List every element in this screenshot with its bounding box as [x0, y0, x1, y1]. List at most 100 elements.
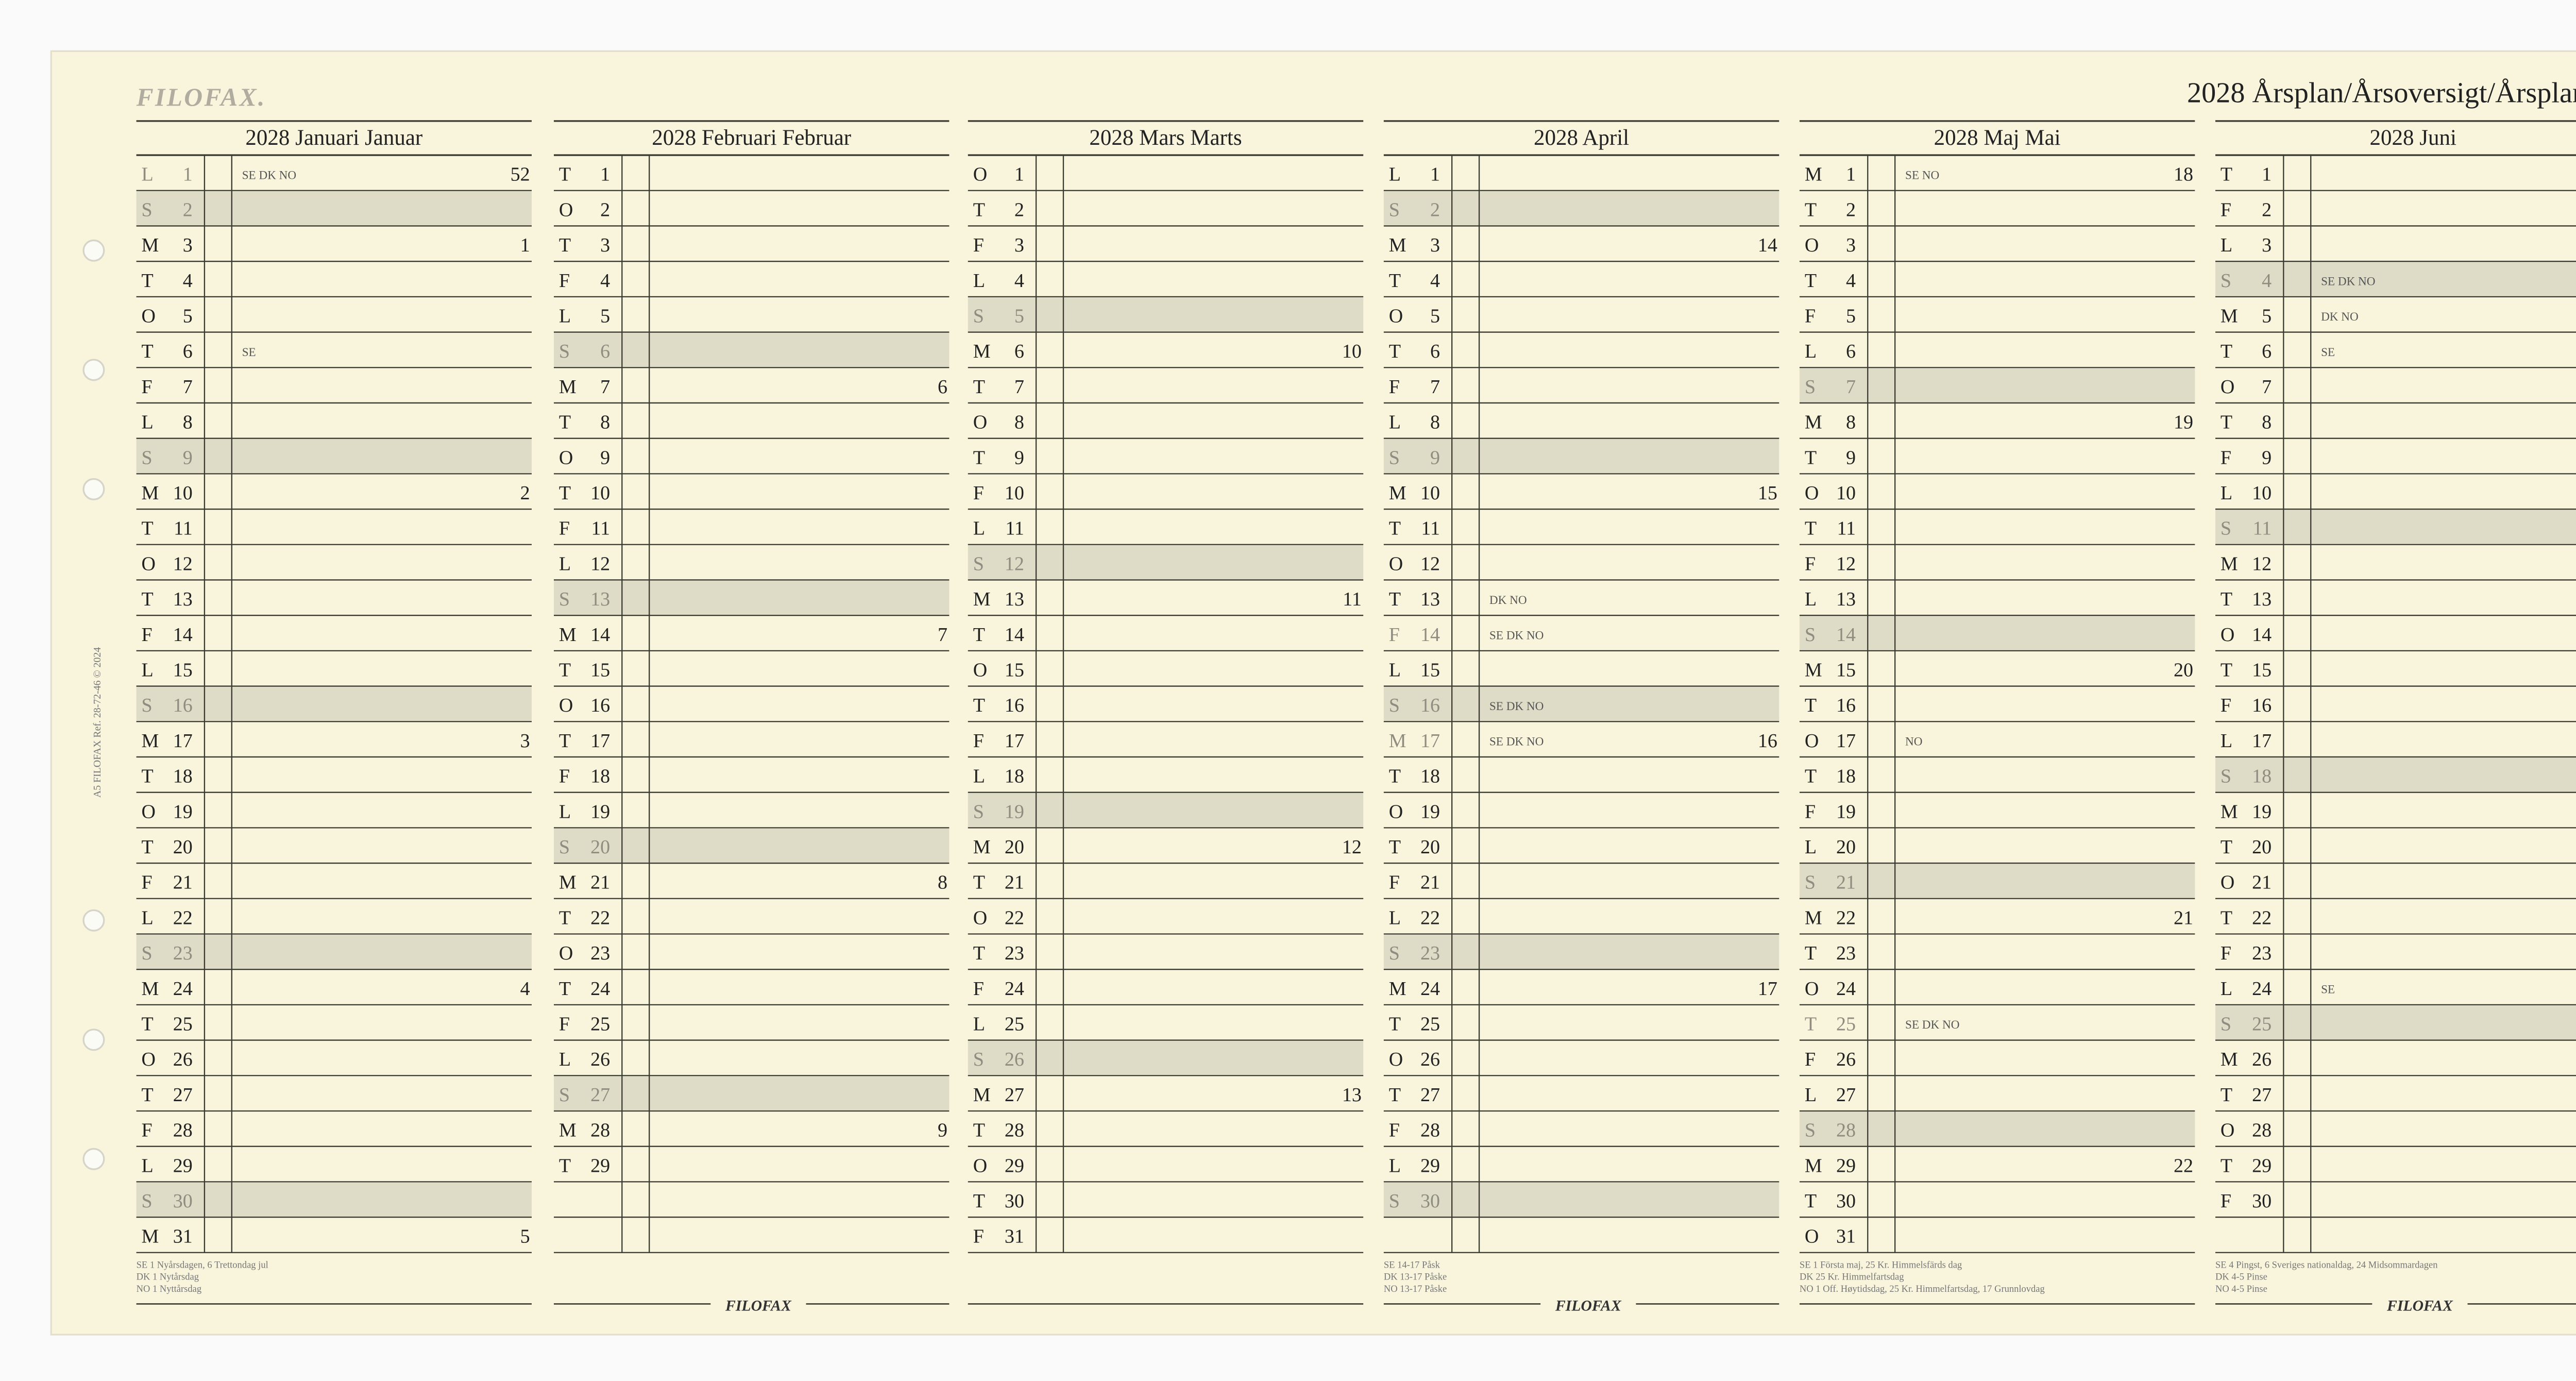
footnote: DK 25 Kr. Himmelfartsdag: [1800, 1272, 1904, 1283]
day-number: 10: [2252, 482, 2272, 504]
weekday: O: [973, 1155, 987, 1176]
day-number: 1: [1014, 164, 1024, 186]
week-number: 13: [1342, 1084, 1362, 1106]
weekday: S: [142, 199, 152, 221]
weekday: O: [973, 659, 987, 681]
weekday: L: [2221, 482, 2232, 504]
day-number: 8: [183, 412, 193, 433]
day-number: 4: [2262, 270, 2272, 292]
weekday: T: [973, 872, 985, 894]
weekday: M: [1389, 730, 1406, 752]
day-number: 23: [173, 942, 193, 964]
day-number: 20: [173, 836, 193, 858]
hole: [82, 239, 105, 262]
week-number: 10: [1342, 341, 1362, 362]
weekday: F: [1389, 872, 1400, 894]
day-number: 21: [590, 872, 610, 894]
day-number: 11: [174, 518, 193, 540]
weekday: T: [142, 270, 154, 292]
weekend-shade: [1799, 1111, 2195, 1146]
day-number: 20: [1420, 836, 1440, 858]
weekday: M: [142, 1226, 159, 1248]
holiday-note: DK NO: [1489, 594, 1527, 607]
holiday-note: SE DK NO: [1489, 629, 1544, 642]
holiday-note: SE DK NO: [1489, 735, 1544, 749]
weekday: O: [1389, 801, 1403, 822]
day-number: 21: [1420, 872, 1440, 894]
weekday: M: [142, 730, 159, 752]
day-number: 19: [1836, 801, 1856, 822]
footnote: NO 13-17 Påske: [1384, 1284, 1447, 1294]
day-number: 28: [590, 1120, 610, 1141]
weekday: O: [2221, 872, 2234, 894]
weekday: L: [559, 553, 571, 575]
weekday: L: [1805, 341, 1817, 362]
weekday: S: [2221, 766, 2231, 787]
day-number: 26: [590, 1049, 610, 1070]
day-number: 18: [590, 766, 610, 787]
weekday: T: [142, 341, 154, 362]
weekend-shade: [1383, 439, 1780, 473]
day-number: 27: [1836, 1084, 1856, 1106]
weekday: L: [559, 305, 571, 327]
day-number: 29: [1836, 1155, 1856, 1176]
weekday: F: [1389, 376, 1400, 398]
day-number: 5: [2262, 305, 2272, 327]
weekday: T: [142, 1084, 154, 1106]
weekday: M: [973, 588, 991, 610]
weekday: T: [973, 942, 985, 964]
weekday: T: [1389, 1013, 1401, 1035]
weekday: F: [1389, 624, 1400, 646]
day-number: 2: [2262, 199, 2272, 221]
week-number: 7: [938, 624, 947, 646]
day-number: 14: [1836, 624, 1856, 646]
weekday: O: [1389, 1049, 1403, 1070]
weekday: O: [559, 447, 573, 468]
weekday: L: [2221, 978, 2232, 1000]
weekend-shade: [554, 1076, 950, 1110]
day-number: 20: [590, 836, 610, 858]
weekday: F: [559, 1013, 570, 1035]
week-number: 16: [1758, 730, 1777, 752]
day-number: 30: [173, 1190, 193, 1212]
weekday: T: [1805, 942, 1817, 964]
weekday: L: [1389, 659, 1401, 681]
weekend-shade: [554, 333, 950, 367]
weekday: F: [1805, 305, 1816, 327]
day-number: 14: [1005, 624, 1024, 646]
weekday: T: [1389, 588, 1401, 610]
weekday: T: [1389, 836, 1401, 858]
day-number: 24: [2252, 978, 2272, 1000]
weekday: F: [2221, 1190, 2231, 1212]
weekend-shade: [136, 439, 532, 473]
weekday: M: [2221, 1049, 2238, 1070]
day-number: 6: [183, 341, 193, 362]
day-number: 8: [1430, 412, 1440, 433]
weekday: S: [2221, 270, 2231, 292]
day-number: 7: [600, 376, 610, 398]
weekday: S: [973, 553, 984, 575]
month-title: 2028 Januari Januar: [245, 126, 422, 150]
weekday: T: [2221, 1155, 2232, 1176]
weekday: L: [1805, 836, 1817, 858]
footnote: SE 1 Första maj, 25 Kr. Himmelsfärds dag: [1800, 1260, 1962, 1271]
weekday: F: [2221, 942, 2231, 964]
weekday: M: [2221, 801, 2238, 822]
weekday: F: [973, 978, 984, 1000]
day-number: 2: [600, 199, 610, 221]
weekday: O: [973, 907, 987, 929]
weekday: S: [973, 801, 984, 822]
day-number: 2: [1430, 199, 1440, 221]
day-number: 5: [1846, 305, 1856, 327]
day-number: 21: [1005, 872, 1024, 894]
holiday-note: SE DK NO: [242, 169, 296, 182]
weekday: T: [2221, 341, 2232, 362]
day-number: 27: [1420, 1084, 1440, 1106]
weekday: T: [973, 376, 985, 398]
weekday: F: [1389, 1120, 1400, 1141]
footnote: NO 1 Nyttårsdag: [137, 1284, 202, 1294]
week-number: 3: [520, 730, 530, 752]
day-number: 24: [173, 978, 193, 1000]
weekday: T: [559, 412, 571, 433]
footer-logo-bg: [1540, 1293, 1636, 1315]
